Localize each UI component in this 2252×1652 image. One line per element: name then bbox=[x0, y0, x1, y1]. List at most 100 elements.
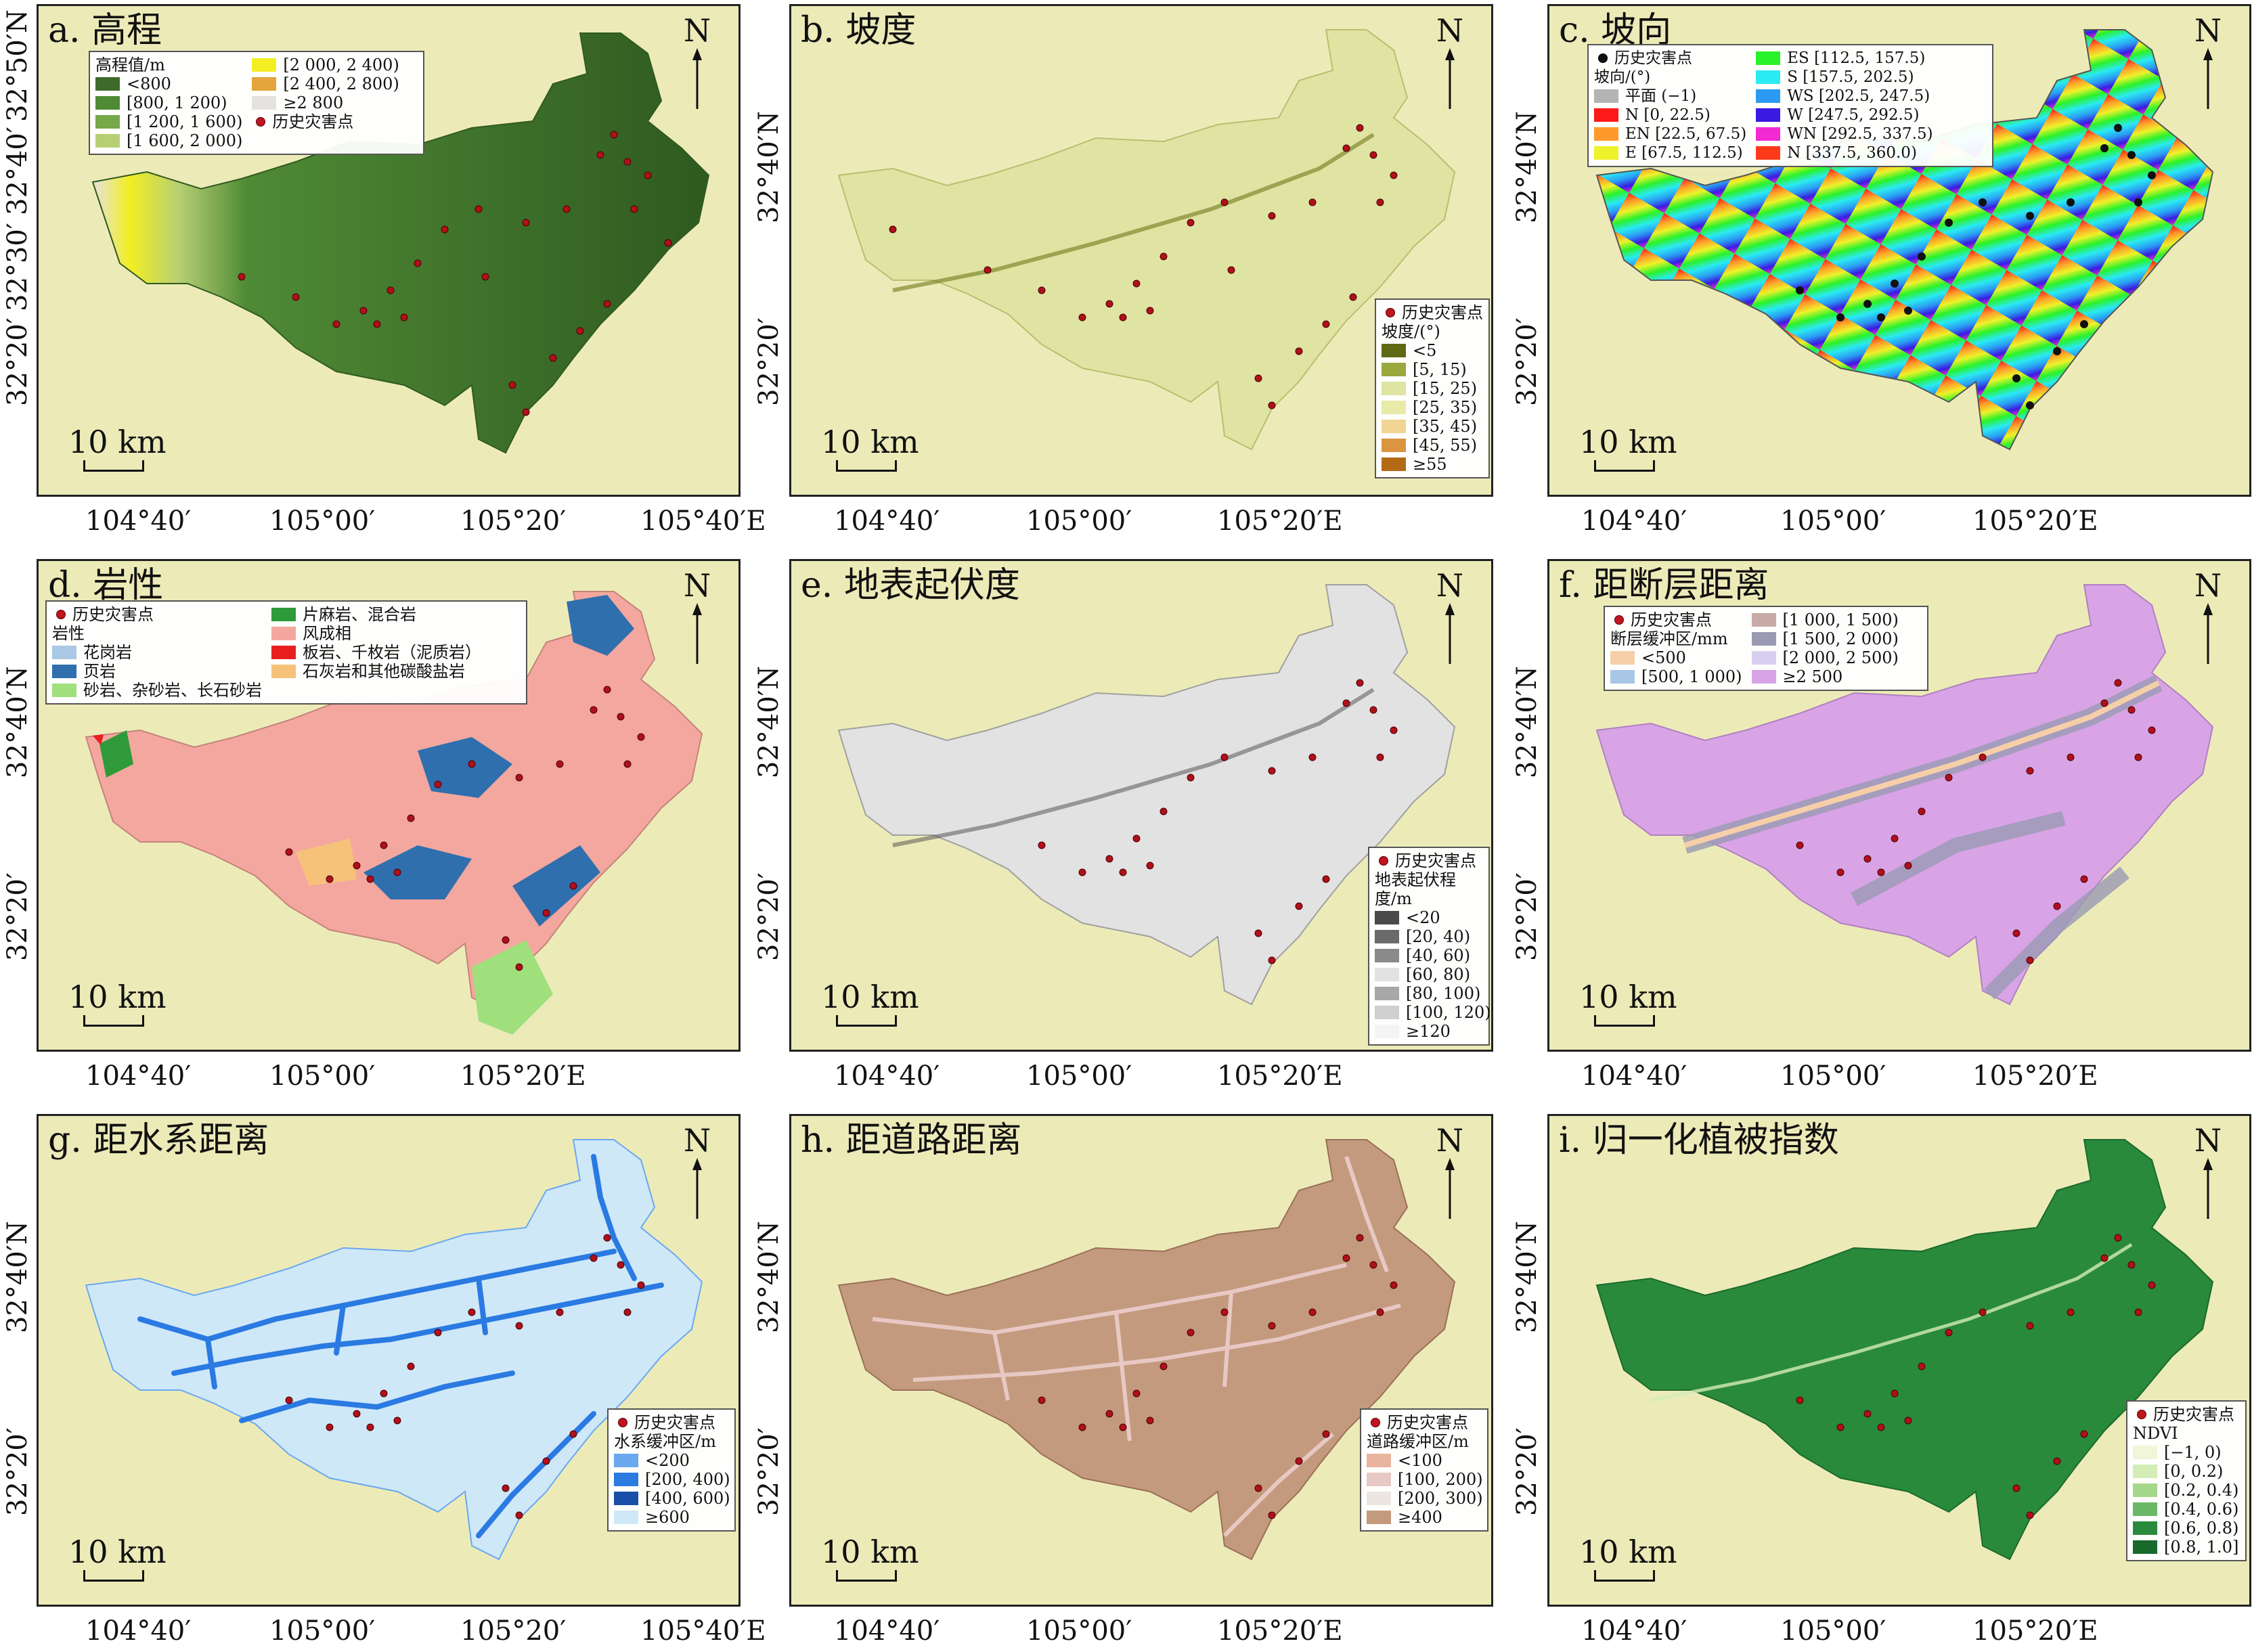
panel-title: d. 岩性 bbox=[48, 565, 164, 606]
map-panel-relief: e. 地表起伏度 历史灾害点 地表起伏程度/m <20 [20, 40) [40… bbox=[789, 559, 1493, 1052]
scale-bar: 10 km bbox=[821, 1535, 919, 1582]
legend-label: [100, 200) bbox=[1398, 1470, 1483, 1489]
legend-label: [60, 80) bbox=[1406, 965, 1471, 984]
map-panel-elevation: a. 高程 高程值/m <800 [800, 1 200) [1 200, 1 … bbox=[37, 4, 741, 497]
legend-heading: 断层缓冲区/mm bbox=[1610, 629, 1728, 648]
scale-label: 10 km bbox=[1579, 1534, 1677, 1570]
legend-slope: 历史灾害点 坡度/(°) <5 [5, 15) [15, 25) [25, 35… bbox=[1375, 298, 1490, 478]
legend-label: [0.8, 1.0] bbox=[2164, 1538, 2239, 1557]
x-tick-label: 104°40′ bbox=[85, 1615, 192, 1647]
legend-label: <20 bbox=[1406, 908, 1440, 927]
map-panel-river-distance: g. 距水系距离 历史灾害点 水系缓冲区/m <200 [200, 400) [… bbox=[37, 1114, 741, 1607]
legend-road-distance: 历史灾害点 道路缓冲区/m <100 [100, 200) [200, 300)… bbox=[1360, 1408, 1488, 1532]
legend-label: ≥400 bbox=[1398, 1508, 1442, 1527]
scale-bar: 10 km bbox=[1579, 1535, 1677, 1582]
scale-line bbox=[83, 1570, 144, 1582]
north-label: N bbox=[2194, 567, 2222, 604]
legend-label: 板岩、千枚岩（泥质岩） bbox=[303, 643, 481, 662]
x-tick-label: 104°40′ bbox=[834, 1061, 940, 1092]
region-map-relief bbox=[837, 584, 1456, 1006]
panel-title: e. 地表起伏度 bbox=[801, 565, 1020, 606]
legend-label: [1 000, 1 500) bbox=[1782, 610, 1899, 629]
legend-heading: 道路缓冲区/m bbox=[1367, 1432, 1469, 1451]
legend-elevation: 高程值/m <800 [800, 1 200) [1 200, 1 600) [… bbox=[89, 51, 424, 155]
legend-heading: 地表起伏程度/m bbox=[1375, 870, 1456, 908]
x-tick-label: 105°00′ bbox=[1026, 1615, 1132, 1647]
y-tick-label: 32°20′ bbox=[1511, 872, 1543, 961]
x-tick-label: 105°00′ bbox=[1026, 506, 1132, 537]
x-tick-label: 105°20′E bbox=[1217, 1061, 1343, 1092]
y-tick-label: 32°40′N bbox=[753, 666, 785, 778]
y-tick-label: 32°20′ bbox=[753, 1427, 785, 1516]
legend-label: [5, 15) bbox=[1413, 360, 1467, 379]
legend-label: [500, 1 000) bbox=[1641, 667, 1742, 686]
legend-label: 片麻岩、混合岩 bbox=[303, 605, 416, 624]
legend-label: 历史灾害点 bbox=[1614, 49, 1692, 67]
scale-label: 10 km bbox=[821, 979, 919, 1015]
legend-swatch bbox=[95, 134, 120, 148]
legend-label: 花岗岩 bbox=[83, 643, 132, 662]
legend-label: [2 000, 2 400) bbox=[283, 55, 399, 74]
x-tick-label: 105°00′ bbox=[1780, 1061, 1886, 1092]
scale-bar: 10 km bbox=[821, 980, 919, 1027]
map-panel-lithology: d. 岩性 历史灾害点 岩性 花岗岩 页岩 砂岩、杂砂岩、长石砂岩 片麻岩、混合… bbox=[37, 559, 741, 1052]
north-label: N bbox=[683, 1122, 711, 1159]
x-tick-label: 105°20′ bbox=[460, 506, 567, 537]
y-tick-label: 32°30′ bbox=[2, 223, 33, 311]
region-map-slope bbox=[837, 29, 1456, 451]
scale-bar: 10 km bbox=[1579, 980, 1677, 1027]
north-label: N bbox=[683, 12, 711, 49]
x-tick-label: 104°40′ bbox=[1581, 1061, 1687, 1092]
north-arrow-icon bbox=[692, 48, 702, 109]
legend-label: E [67.5, 112.5) bbox=[1625, 144, 1743, 162]
y-tick-label: 32°20′ bbox=[1511, 317, 1543, 406]
y-tick-label: 32°20′ bbox=[2, 1427, 33, 1516]
x-tick-label: 105°40′E bbox=[640, 506, 766, 537]
legend-label: 历史灾害点 bbox=[1631, 610, 1712, 629]
y-tick-label: 32°20′ bbox=[2, 317, 33, 406]
legend-label: [200, 400) bbox=[645, 1470, 730, 1489]
legend-ndvi: 历史灾害点 NDVI [−1, 0) [0, 0.2) [0.2, 0.4) [… bbox=[2126, 1400, 2247, 1561]
legend-label: [35, 45) bbox=[1413, 417, 1478, 436]
x-tick-label: 105°20′E bbox=[460, 1061, 586, 1092]
panel-title: a. 高程 bbox=[48, 10, 162, 51]
scale-line bbox=[836, 460, 897, 472]
legend-label: <100 bbox=[1398, 1451, 1442, 1470]
hazard-point-symbol bbox=[1598, 53, 1608, 63]
legend-label: [800, 1 200) bbox=[127, 93, 227, 112]
legend-label: 砂岩、杂砂岩、长石砂岩 bbox=[83, 681, 262, 700]
x-tick-label: 105°20′E bbox=[1217, 506, 1343, 537]
scale-bar: 10 km bbox=[68, 980, 167, 1027]
panel-title: g. 距水系距离 bbox=[48, 1120, 269, 1161]
x-tick-label: 105°00′ bbox=[269, 1061, 376, 1092]
scale-label: 10 km bbox=[1579, 979, 1677, 1015]
legend-label: <800 bbox=[127, 74, 171, 93]
x-tick-label: 104°40′ bbox=[85, 506, 192, 537]
north-arrow-icon bbox=[692, 603, 702, 664]
legend-label: [40, 60) bbox=[1406, 946, 1471, 965]
legend-label: [45, 55) bbox=[1413, 436, 1478, 455]
x-tick-label: 105°20′E bbox=[1972, 506, 2098, 537]
legend-label: <500 bbox=[1641, 648, 1686, 667]
legend-label: [80, 100) bbox=[1406, 984, 1481, 1003]
map-panel-road-distance: h. 距道路距离 历史灾害点 道路缓冲区/m <100 [100, 200) [… bbox=[789, 1114, 1493, 1607]
legend-label: S [157.5, 202.5) bbox=[1787, 68, 1914, 86]
legend-label: [1 200, 1 600) bbox=[127, 112, 243, 131]
legend-label: WS [202.5, 247.5) bbox=[1787, 87, 1930, 105]
north-label: N bbox=[1436, 1122, 1464, 1159]
legend-label: N [0, 22.5) bbox=[1625, 106, 1710, 124]
map-panel-fault-distance: f. 距断层距离 历史灾害点 断层缓冲区/mm <500 [500, 1 000… bbox=[1547, 559, 2251, 1052]
hazard-point-symbol bbox=[56, 610, 66, 619]
legend-label: 石灰岩和其他碳酸盐岩 bbox=[303, 662, 465, 681]
legend-label: [0.6, 0.8) bbox=[2164, 1519, 2239, 1538]
x-tick-label: 105°00′ bbox=[1780, 506, 1886, 537]
legend-label: 历史灾害点 bbox=[2153, 1405, 2234, 1424]
legend-label: [15, 25) bbox=[1413, 379, 1478, 398]
legend-label: 平面 (−1) bbox=[1625, 87, 1697, 105]
x-tick-label: 105°20′E bbox=[1972, 1061, 2098, 1092]
x-tick-label: 105°00′ bbox=[269, 1615, 376, 1647]
legend-relief: 历史灾害点 地表起伏程度/m <20 [20, 40) [40, 60) [60… bbox=[1368, 847, 1491, 1046]
north-arrow-icon bbox=[2203, 48, 2213, 109]
legend-label: ≥600 bbox=[645, 1508, 690, 1527]
region-map-river-distance bbox=[85, 1139, 703, 1561]
